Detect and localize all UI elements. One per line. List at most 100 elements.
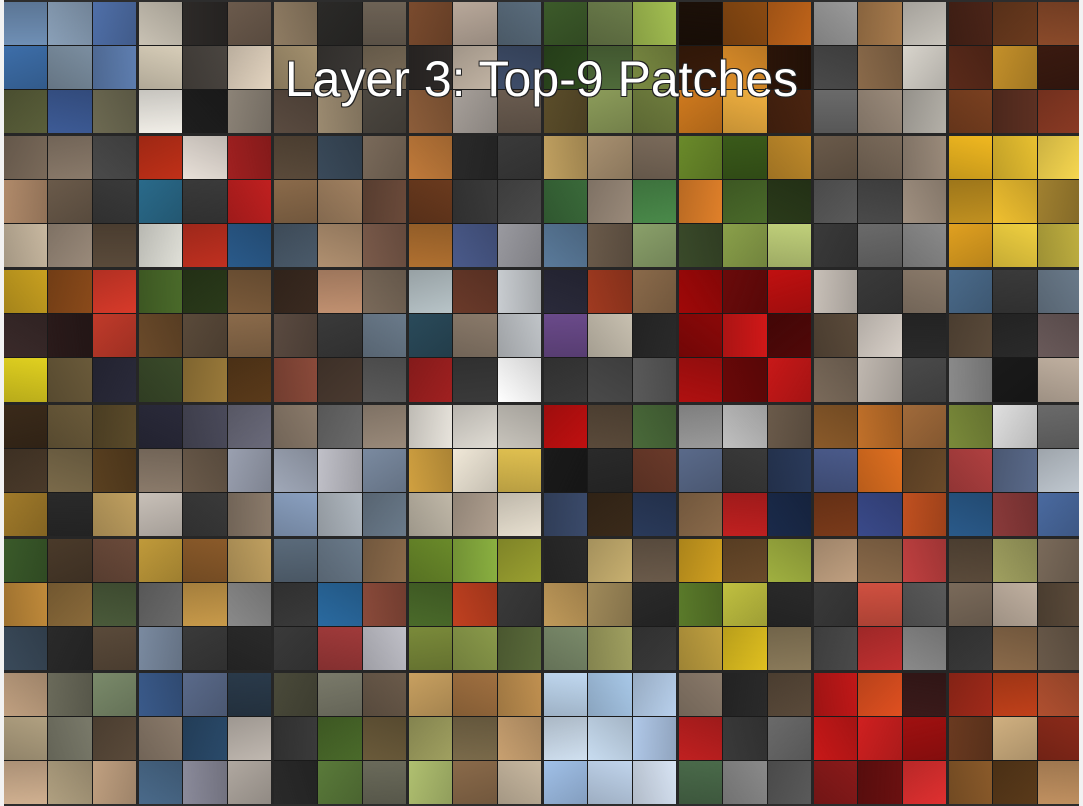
image-patch [183, 404, 227, 448]
image-patch [183, 136, 227, 180]
feature-unit [4, 2, 136, 134]
image-patch [227, 672, 271, 716]
image-patch [183, 582, 227, 626]
image-patch [227, 404, 271, 448]
image-patch [92, 314, 136, 358]
image-patch [858, 270, 902, 314]
image-patch [274, 492, 318, 536]
image-patch [92, 538, 136, 582]
image-patch [679, 760, 723, 804]
left-border [0, 0, 4, 806]
feature-unit [274, 404, 406, 536]
image-patch [902, 716, 946, 760]
image-patch [544, 448, 588, 492]
image-patch [4, 180, 48, 224]
image-patch [139, 626, 183, 670]
image-patch [902, 358, 946, 402]
image-patch [92, 224, 136, 268]
feature-unit [409, 2, 541, 134]
image-patch [409, 582, 453, 626]
image-patch [318, 760, 362, 804]
image-patch [1037, 270, 1081, 314]
image-patch [227, 448, 271, 492]
feature-unit [274, 136, 406, 268]
image-patch [409, 626, 453, 670]
image-patch [588, 2, 632, 46]
feature-unit [814, 404, 946, 536]
feature-unit [679, 538, 811, 670]
image-patch [274, 358, 318, 402]
image-patch [4, 538, 48, 582]
feature-unit [139, 2, 271, 134]
image-patch [453, 46, 497, 90]
image-patch [723, 90, 767, 134]
image-patch [139, 270, 183, 314]
image-patch [544, 314, 588, 358]
image-patch [588, 626, 632, 670]
image-patch [453, 404, 497, 448]
feature-unit [544, 538, 676, 670]
feature-unit [544, 136, 676, 268]
feature-unit [409, 136, 541, 268]
image-patch [1037, 760, 1081, 804]
image-patch [723, 136, 767, 180]
image-patch [723, 358, 767, 402]
image-patch [858, 582, 902, 626]
image-patch [4, 46, 48, 90]
image-patch [544, 136, 588, 180]
image-patch [949, 626, 993, 670]
feature-unit [949, 404, 1081, 536]
image-patch [453, 90, 497, 134]
image-patch [949, 538, 993, 582]
image-patch [767, 180, 811, 224]
image-patch [139, 760, 183, 804]
image-patch [858, 180, 902, 224]
feature-unit [139, 672, 271, 804]
image-patch [48, 136, 92, 180]
image-patch [544, 538, 588, 582]
image-patch [227, 626, 271, 670]
image-patch [48, 716, 92, 760]
image-patch [949, 136, 993, 180]
image-patch [1037, 224, 1081, 268]
image-patch [632, 136, 676, 180]
image-patch [227, 136, 271, 180]
image-patch [139, 358, 183, 402]
image-patch [814, 358, 858, 402]
image-patch [588, 760, 632, 804]
image-patch [993, 448, 1037, 492]
feature-unit [544, 2, 676, 134]
image-patch [544, 2, 588, 46]
feature-unit [814, 270, 946, 402]
image-patch [183, 492, 227, 536]
image-patch [814, 180, 858, 224]
feature-unit [679, 270, 811, 402]
feature-unit [949, 538, 1081, 670]
image-patch [453, 716, 497, 760]
image-patch [767, 314, 811, 358]
image-patch [588, 180, 632, 224]
image-patch [139, 404, 183, 448]
image-patch [497, 270, 541, 314]
image-patch [544, 180, 588, 224]
image-patch [4, 582, 48, 626]
image-patch [318, 136, 362, 180]
image-patch [632, 404, 676, 448]
image-patch [362, 672, 406, 716]
image-patch [139, 224, 183, 268]
image-patch [48, 538, 92, 582]
image-patch [679, 716, 723, 760]
image-patch [183, 448, 227, 492]
image-patch [858, 46, 902, 90]
image-patch [497, 672, 541, 716]
image-patch [318, 716, 362, 760]
image-patch [227, 2, 271, 46]
image-patch [902, 626, 946, 670]
image-patch [1037, 180, 1081, 224]
image-patch [814, 404, 858, 448]
image-patch [183, 358, 227, 402]
image-patch [227, 224, 271, 268]
image-patch [544, 270, 588, 314]
image-patch [858, 404, 902, 448]
image-patch [274, 90, 318, 134]
